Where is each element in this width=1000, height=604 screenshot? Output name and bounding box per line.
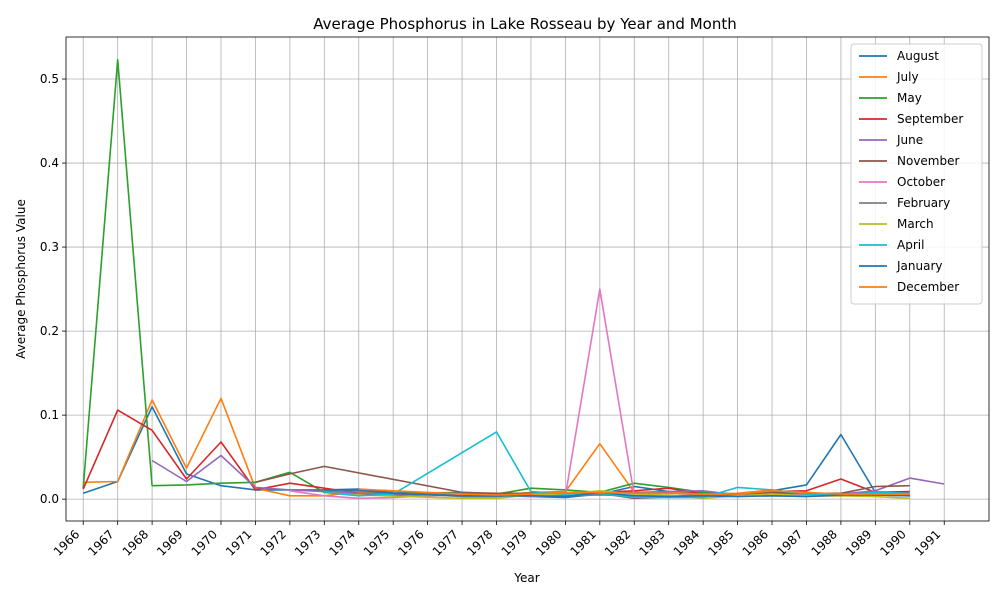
- series-line-december: [358, 488, 910, 496]
- x-axis-label: Year: [513, 571, 539, 585]
- y-axis-label: Average Phosphorus Value: [14, 199, 28, 359]
- legend-label: January: [896, 259, 943, 273]
- legend-label: October: [897, 175, 945, 189]
- grid-layer: [66, 37, 989, 521]
- y-tick-label: 0.4: [40, 156, 59, 170]
- legend-label: February: [897, 196, 950, 210]
- plot-frame: [65, 36, 990, 522]
- legend-label: April: [897, 238, 924, 252]
- legend-label: June: [896, 133, 923, 147]
- legend-box: [850, 43, 983, 305]
- y-tick-label: 0.5: [40, 72, 59, 86]
- series-line-april: [324, 431, 910, 499]
- legend-label: September: [897, 112, 963, 126]
- legend: August July May September June November Octobe…: [850, 43, 983, 305]
- chart-title: Average Phosphorus in Lake Rosseau by Ye…: [313, 15, 736, 33]
- y-tick-label: 0.3: [40, 240, 59, 254]
- y-tick-label: 0.2: [40, 324, 59, 338]
- y-tick-label: 0.0: [40, 492, 59, 506]
- legend-label: August: [897, 49, 939, 63]
- y-tick-label: 0.1: [40, 408, 59, 422]
- legend-label: July: [896, 70, 919, 84]
- legend-label: December: [897, 280, 959, 294]
- legend-label: November: [897, 154, 959, 168]
- legend-label: March: [897, 217, 934, 231]
- legend-label: May: [897, 91, 922, 105]
- series-layer: [82, 58, 945, 500]
- series-line-january: [324, 489, 910, 498]
